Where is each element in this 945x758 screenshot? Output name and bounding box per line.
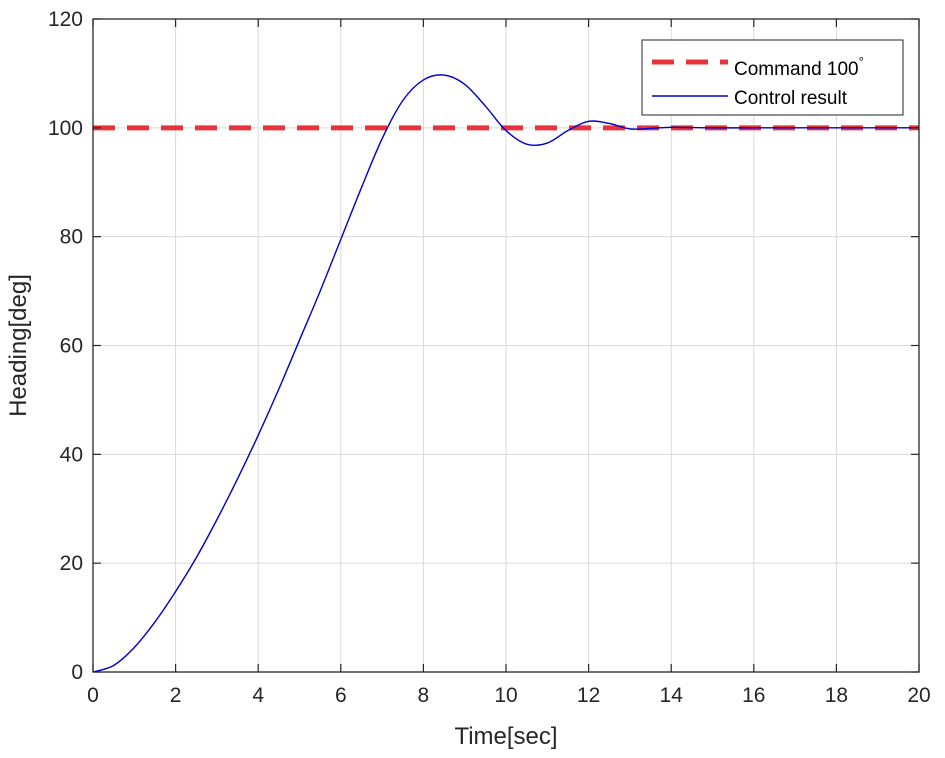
x-tick-label: 16 <box>742 684 765 707</box>
x-tick-label: 8 <box>418 684 430 707</box>
series-control-result-line <box>92 74 919 673</box>
legend-label-control-result: Control result <box>734 88 848 109</box>
y-tick-label: 40 <box>60 443 83 466</box>
y-tick-label: 100 <box>48 117 83 140</box>
tick-labels: 0 2 4 6 8 10 12 14 16 18 20 0 20 40 60 80 100 120 <box>48 8 931 707</box>
series-layer <box>92 74 919 673</box>
legend-box <box>641 39 904 116</box>
y-tick-label: 80 <box>60 226 83 249</box>
legend-label-command: Command 100° <box>734 54 864 80</box>
x-tick-label: 12 <box>577 684 600 707</box>
ticks <box>92 18 920 673</box>
y-tick-label: 0 <box>71 661 83 684</box>
legend: Command 100° Control result <box>641 39 904 116</box>
x-tick-label: 2 <box>170 684 182 707</box>
x-axis-label: Time[sec] <box>454 723 557 750</box>
x-tick-label: 18 <box>825 684 848 707</box>
legend-label-command-name: Command 100 <box>734 59 859 80</box>
x-tick-label: 4 <box>252 684 264 707</box>
x-tick-label: 0 <box>87 684 99 707</box>
x-tick-label: 10 <box>494 684 517 707</box>
y-tick-label: 20 <box>60 552 83 575</box>
y-tick-label: 60 <box>60 335 83 358</box>
y-axis-label: Heading[deg] <box>5 274 32 417</box>
legend-label-command-degree: ° <box>859 54 864 69</box>
x-tick-label: 14 <box>660 684 684 707</box>
x-tick-label: 20 <box>907 684 930 707</box>
y-tick-label: 120 <box>48 8 83 31</box>
x-tick-label: 6 <box>335 684 347 707</box>
